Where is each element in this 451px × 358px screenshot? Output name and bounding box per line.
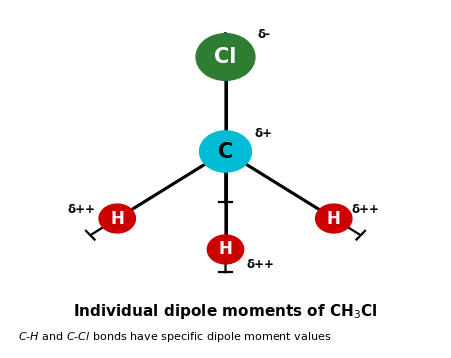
Circle shape (196, 34, 255, 80)
Text: C: C (218, 141, 233, 161)
Text: Cl: Cl (214, 47, 237, 67)
Circle shape (316, 204, 352, 233)
Text: δ++: δ++ (246, 258, 274, 271)
Circle shape (207, 235, 244, 264)
Text: $\it{C}$-$\it{H}$ and $\it{C}$-$\it{Cl}$ bonds have specific dipole moment value: $\it{C}$-$\it{H}$ and $\it{C}$-$\it{Cl}$… (18, 330, 331, 344)
Circle shape (99, 204, 135, 233)
Text: H: H (110, 209, 124, 228)
Text: δ++: δ++ (352, 203, 380, 216)
Text: δ-: δ- (258, 28, 271, 41)
Text: H: H (219, 241, 232, 258)
Text: δ+: δ+ (255, 127, 273, 140)
Text: Individual dipole moments of CH$_3$Cl: Individual dipole moments of CH$_3$Cl (73, 302, 378, 321)
Text: H: H (327, 209, 341, 228)
Circle shape (199, 131, 252, 172)
Text: δ++: δ++ (68, 203, 95, 216)
